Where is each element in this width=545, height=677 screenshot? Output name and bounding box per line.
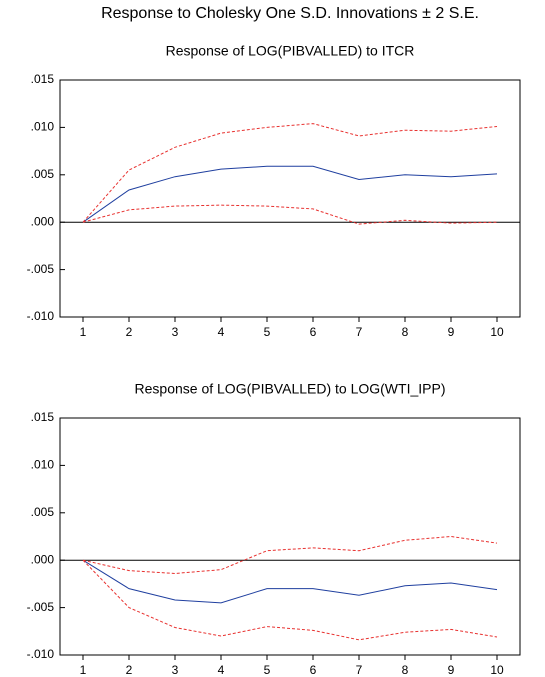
y-tick-label: -.005 [27, 262, 55, 276]
x-tick-label: 2 [126, 325, 133, 339]
x-tick-label: 2 [126, 663, 133, 677]
subplot-title: Response of LOG(PIBVALLED) to ITCR [166, 43, 415, 59]
x-tick-label: 1 [80, 663, 87, 677]
x-tick-label: 3 [172, 663, 179, 677]
x-tick-label: 8 [402, 663, 409, 677]
y-tick-label: .005 [31, 167, 55, 181]
x-tick-label: 9 [448, 663, 455, 677]
x-tick-label: 1 [80, 325, 87, 339]
y-tick-label: .005 [31, 505, 55, 519]
subplot-title: Response of LOG(PIBVALLED) to LOG(WTI_IP… [135, 381, 446, 397]
x-tick-label: 7 [356, 325, 363, 339]
confidence-band [82, 535, 498, 574]
main-title: Response to Cholesky One S.D. Innovation… [101, 5, 479, 22]
x-tick-label: 5 [264, 325, 271, 339]
x-tick-label: 10 [490, 663, 504, 677]
y-tick-label: -.005 [27, 600, 55, 614]
x-tick-label: 3 [172, 325, 179, 339]
plot-frame [59, 79, 521, 318]
x-tick-label: 6 [310, 325, 317, 339]
x-tick-label: 4 [218, 325, 225, 339]
y-tick-label: .000 [31, 552, 55, 566]
confidence-band [82, 123, 498, 223]
response-line [82, 165, 498, 223]
x-tick-label: 6 [310, 663, 317, 677]
confidence-band [82, 204, 498, 225]
confidence-band [82, 559, 498, 641]
plot-frame [59, 417, 521, 656]
x-tick-label: 7 [356, 663, 363, 677]
y-tick-label: -.010 [27, 309, 55, 323]
y-tick-label: .015 [31, 410, 55, 424]
x-tick-label: 8 [402, 325, 409, 339]
x-tick-label: 9 [448, 325, 455, 339]
x-tick-label: 5 [264, 663, 271, 677]
x-tick-label: 4 [218, 663, 225, 677]
y-tick-label: .000 [31, 214, 55, 228]
y-tick-label: -.010 [27, 647, 55, 661]
y-tick-label: .010 [31, 458, 55, 472]
response-line [82, 559, 498, 604]
y-tick-label: .010 [31, 120, 55, 134]
y-tick-label: .015 [31, 72, 55, 86]
x-tick-label: 10 [490, 325, 504, 339]
